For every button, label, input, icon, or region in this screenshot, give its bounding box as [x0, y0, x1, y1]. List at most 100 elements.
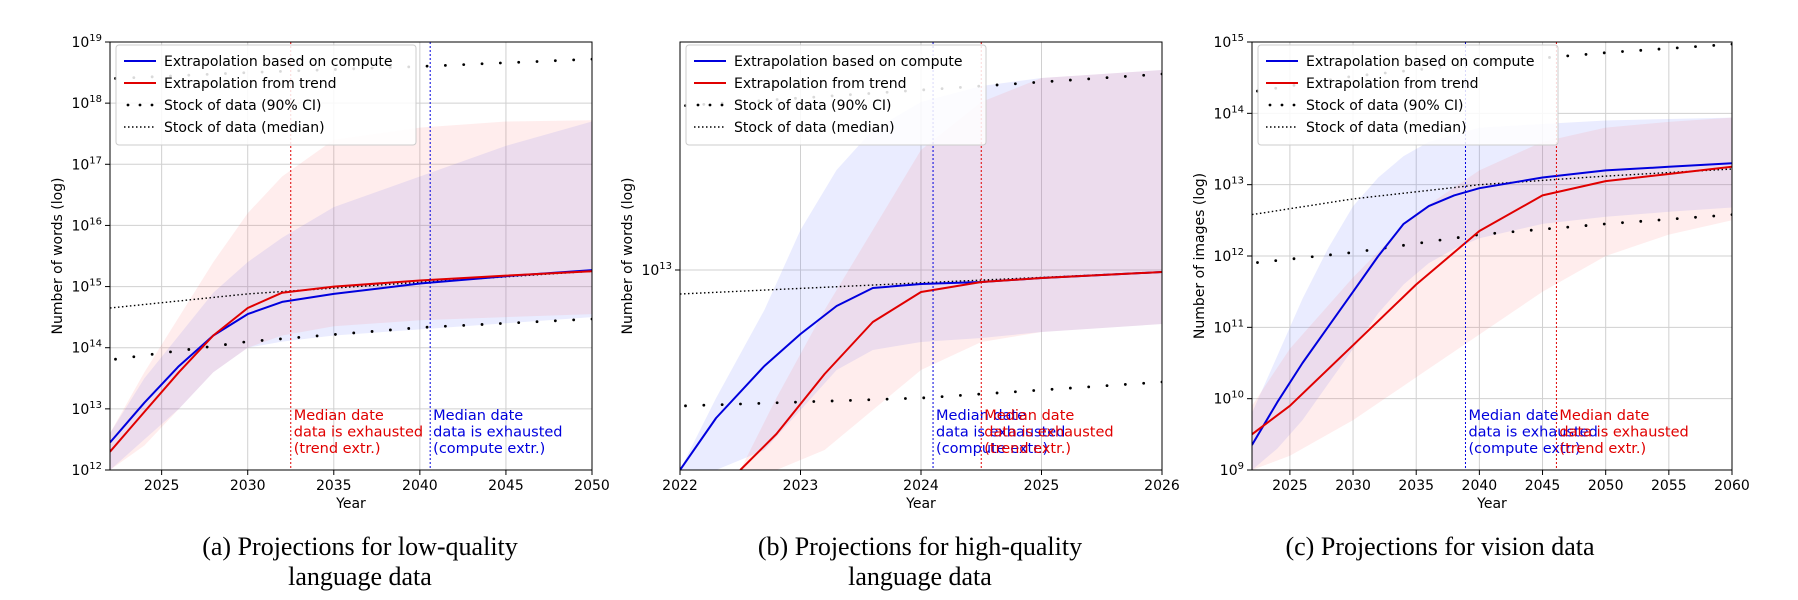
- legend-label-compute: Extrapolation based on compute: [734, 54, 963, 70]
- x-tick-label-2045: 2045: [488, 478, 524, 494]
- ci-low-point: [1438, 238, 1442, 242]
- ci-low-point: [720, 403, 724, 407]
- ci-low-point: [553, 319, 557, 323]
- x-tick-label-2040: 2040: [1462, 478, 1498, 494]
- annotation-compute-line-1: Median date: [936, 408, 1026, 424]
- legend-swatch-ci-dot: [150, 103, 154, 107]
- legend: Extrapolation based on compute Extrapolat…: [1257, 44, 1559, 146]
- ci-low-point: [224, 343, 227, 346]
- ci-low-point: [1584, 224, 1588, 227]
- annotation-compute-line-2: data is exhausted: [433, 425, 562, 441]
- ci-high-point: [1694, 45, 1697, 49]
- ci-low-point: [1511, 230, 1515, 234]
- ci-high-point: [425, 64, 429, 68]
- ci-high-point: [553, 59, 557, 63]
- ci-low-point: [977, 392, 981, 396]
- annotation-trend-line-2: data is exhausted: [1559, 425, 1688, 441]
- ci-low-point: [389, 328, 392, 332]
- caption-b-line-2: language data: [848, 562, 992, 591]
- x-tick-label-2045: 2045: [1525, 478, 1561, 494]
- y-tick-label: 1013: [641, 261, 672, 279]
- y-tick-label: 109: [1220, 461, 1244, 479]
- ci-low-point: [1420, 241, 1424, 245]
- y-tick-label: 1012: [71, 461, 102, 479]
- x-axis-label: Year: [905, 496, 936, 512]
- annotation-trend-line-2: data is exhausted: [984, 425, 1113, 441]
- ci-low-point: [940, 395, 944, 399]
- ci-low-point: [334, 333, 337, 336]
- y-tick-label: 1011: [1213, 318, 1244, 336]
- annotation-trend-line-3: (trend extr.): [1559, 441, 1646, 457]
- ci-low-point: [498, 322, 502, 325]
- x-tick-label-2025: 2025: [1272, 478, 1308, 494]
- ci-low-point: [407, 327, 411, 330]
- caption-c-line-1: (c) Projections for vision data: [1285, 532, 1595, 561]
- ci-high-point: [572, 58, 576, 62]
- legend-box: [1257, 44, 1559, 146]
- ci-low-point: [1548, 227, 1551, 231]
- ci-high-point: [1105, 76, 1109, 80]
- y-tick-label: 1015: [1213, 33, 1244, 51]
- caption-a: (a) Projections for low-quality language…: [150, 532, 570, 592]
- y-tick-label: 1012: [1213, 247, 1244, 265]
- stock-median-line: [1252, 168, 1732, 216]
- legend: Extrapolation based on compute Extrapolat…: [685, 44, 987, 146]
- line-trend: [1252, 165, 1732, 436]
- ci-low-point: [1639, 219, 1643, 223]
- ci-low-point: [535, 320, 539, 324]
- y-axis-label: Number of words (log): [50, 177, 66, 334]
- ci-high-point: [443, 63, 447, 67]
- ci-low-point: [1657, 218, 1661, 222]
- legend-label-trend: Extrapolation from trend: [1306, 76, 1478, 92]
- x-tick-label-2025: 2025: [144, 478, 180, 494]
- band-compute: [1252, 117, 1732, 470]
- ci-low-point: [1292, 257, 1296, 261]
- annotation-trend-line-2: data is exhausted: [294, 425, 423, 441]
- legend-label-median: Stock of data (median): [164, 120, 325, 136]
- ci-high-point: [1013, 82, 1017, 86]
- ci-low-point: [1032, 389, 1036, 392]
- ci-high-point: [480, 62, 484, 66]
- ci-low-point: [904, 397, 907, 400]
- ci-low-point: [205, 345, 209, 349]
- ci-low-point: [1123, 383, 1127, 386]
- axes-frame: [109, 41, 593, 471]
- ci-low-point: [425, 325, 429, 329]
- ci-low-point: [370, 330, 374, 333]
- x-tick-label-2055: 2055: [1651, 478, 1687, 494]
- ci-high-point: [1142, 73, 1146, 77]
- ci-low-point: [1365, 249, 1369, 252]
- band-trend: [110, 120, 592, 470]
- caption-a-line-2: language data: [288, 562, 432, 591]
- annotation-trend-line-1: Median date: [1559, 408, 1649, 424]
- legend-label-median: Stock of data (median): [734, 120, 895, 136]
- annotation-trend-line-1: Median date: [294, 408, 384, 424]
- y-tick-label: 1014: [71, 339, 102, 357]
- x-tick-label-2026: 2026: [1144, 478, 1180, 494]
- legend-label-trend: Extrapolation from trend: [164, 76, 336, 92]
- legend-label-trend: Extrapolation from trend: [734, 76, 906, 92]
- legend-swatch-ci-dot: [708, 103, 712, 107]
- ci-low-point: [443, 324, 447, 328]
- ci-low-point: [684, 404, 687, 408]
- ci-low-point: [462, 323, 466, 327]
- ci-high-point: [1068, 78, 1072, 82]
- caption-b-line-1: (b) Projections for high-quality: [757, 532, 1083, 561]
- legend-swatch-ci-dot: [720, 103, 724, 107]
- band-compute: [680, 70, 1162, 470]
- ci-high-point: [1050, 79, 1054, 83]
- ci-high-point: [1675, 46, 1679, 50]
- ci-low-point: [1621, 221, 1624, 225]
- ci-low-point: [739, 402, 742, 406]
- ci-high-point: [1657, 47, 1661, 51]
- y-tick-label: 1019: [71, 33, 102, 51]
- ci-high-point: [535, 60, 539, 63]
- ci-high-point: [1123, 75, 1127, 78]
- ci-high-point: [1639, 48, 1643, 52]
- ci-low-point: [775, 401, 779, 405]
- ci-low-point: [1712, 214, 1716, 218]
- x-tick-label-2030: 2030: [1335, 478, 1371, 494]
- x-tick-label-2023: 2023: [783, 478, 819, 494]
